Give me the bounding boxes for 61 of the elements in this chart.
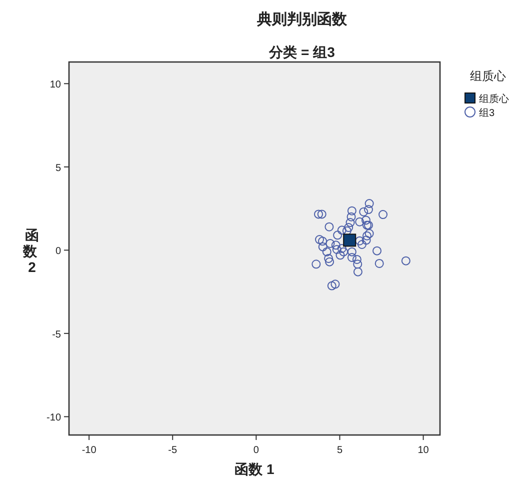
point: [324, 254, 334, 263]
x-tick-label: 0: [253, 445, 260, 456]
point: [346, 212, 356, 222]
point: [322, 247, 332, 256]
point: [332, 245, 342, 254]
y-tick-label: -10: [46, 412, 62, 424]
point: [327, 281, 336, 290]
legend-label: 组3: [479, 107, 495, 119]
point: [317, 210, 326, 219]
point: [318, 236, 328, 246]
point: [326, 239, 335, 248]
point: [401, 256, 410, 266]
point: [374, 258, 384, 268]
point: [325, 257, 334, 266]
chart-subtitle: 分类 = 组3: [268, 44, 336, 60]
point: [346, 218, 355, 228]
legend-label: 组质心: [479, 93, 509, 105]
point: [333, 230, 342, 240]
point: [353, 260, 362, 269]
y-tick-label: 0: [55, 246, 62, 258]
point: [331, 240, 340, 250]
x-tick-label: 10: [418, 445, 430, 456]
point: [336, 250, 345, 260]
point: [324, 222, 334, 232]
point: [315, 235, 324, 244]
point: [343, 234, 356, 247]
y-tick-label: 10: [50, 80, 62, 91]
legend-title: 组质心: [470, 69, 506, 83]
x-tick-label: 5: [336, 445, 343, 456]
point: [337, 244, 346, 253]
point: [361, 216, 370, 225]
point: [318, 242, 328, 252]
point: [344, 223, 354, 232]
point: [357, 240, 366, 250]
point: [362, 231, 372, 240]
chart-title: 典则判别函数: [256, 11, 348, 28]
point: [314, 210, 324, 219]
point: [372, 246, 382, 256]
point: [364, 205, 373, 214]
x-tick-label: -5: [168, 445, 178, 456]
point: [364, 199, 374, 208]
point: [347, 206, 356, 216]
point: [378, 210, 388, 220]
point: [337, 226, 346, 235]
y-tick-label: 5: [55, 162, 62, 174]
point: [347, 252, 356, 262]
point: [312, 260, 321, 269]
point: [355, 217, 364, 226]
point: [362, 236, 371, 245]
point: [339, 247, 348, 256]
y-tick-label: -5: [52, 329, 62, 340]
point: [347, 247, 356, 256]
point: [364, 229, 374, 238]
point: [330, 280, 340, 289]
x-tick-label: -10: [82, 445, 97, 456]
point: [359, 207, 368, 216]
y-axis-title: 函数 2: [22, 227, 41, 275]
point: [355, 236, 364, 246]
point: [352, 254, 362, 264]
x-axis-title: 函数 1: [234, 461, 275, 477]
point: [353, 267, 362, 276]
